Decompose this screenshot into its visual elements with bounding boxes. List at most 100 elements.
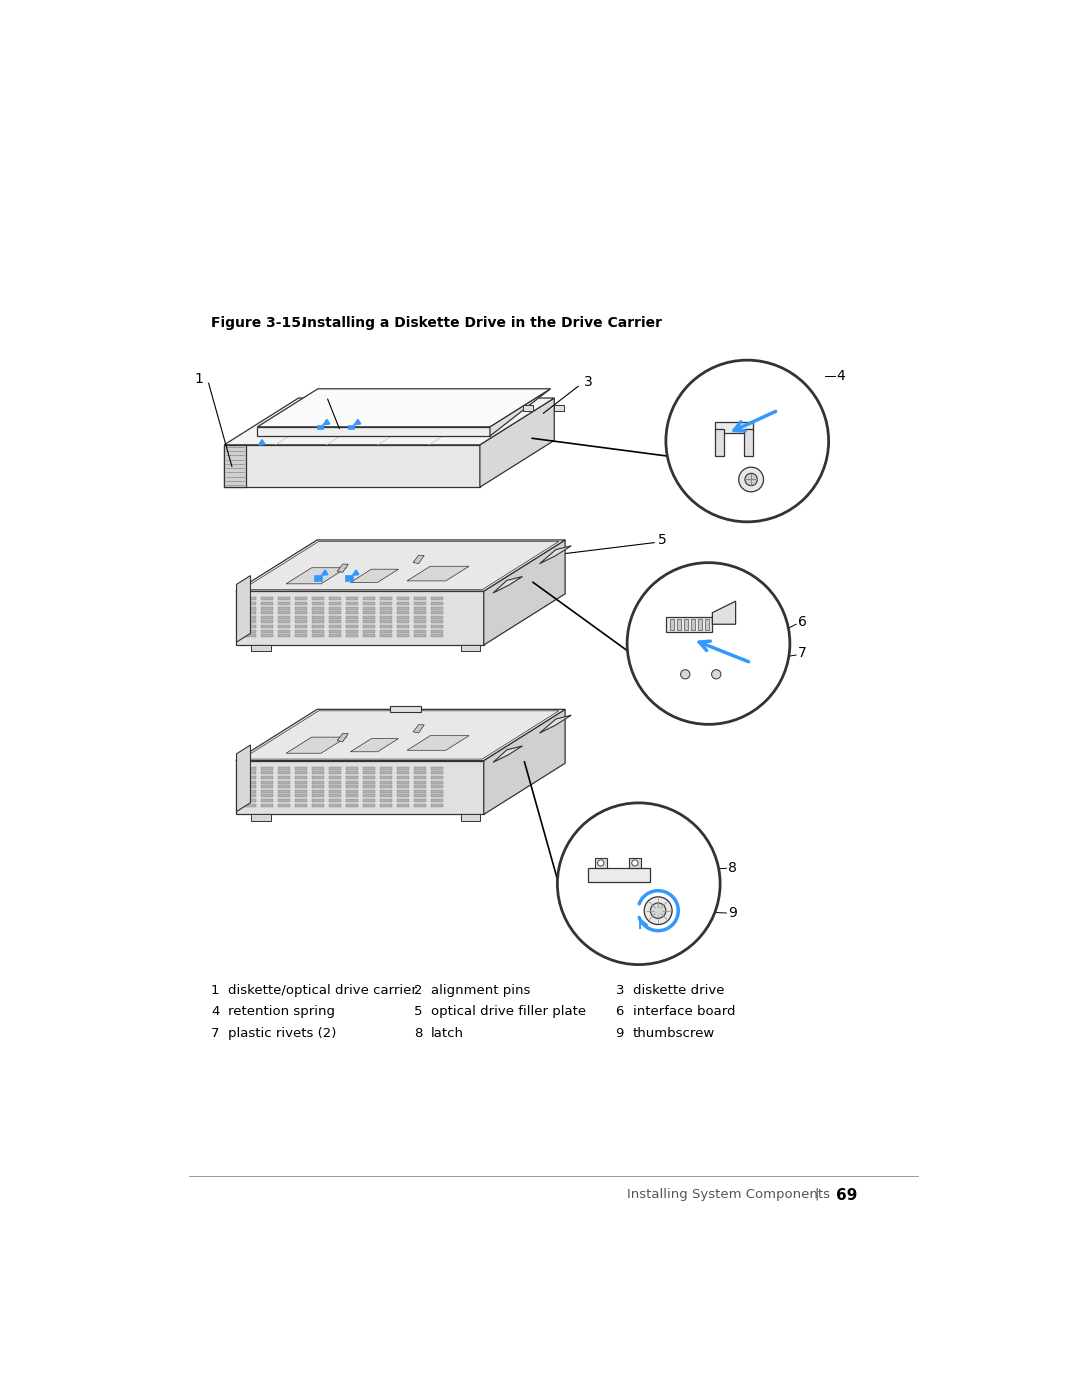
- Polygon shape: [312, 606, 324, 609]
- Polygon shape: [295, 781, 307, 784]
- Polygon shape: [243, 803, 256, 806]
- Polygon shape: [278, 803, 291, 806]
- Polygon shape: [414, 598, 427, 601]
- Polygon shape: [363, 624, 375, 629]
- Polygon shape: [312, 799, 324, 802]
- Polygon shape: [713, 601, 735, 624]
- Polygon shape: [363, 785, 375, 788]
- Polygon shape: [295, 789, 307, 793]
- Text: alignment pins: alignment pins: [431, 983, 530, 997]
- Text: 7: 7: [798, 645, 807, 659]
- Polygon shape: [397, 602, 409, 605]
- Polygon shape: [346, 610, 359, 615]
- Polygon shape: [260, 789, 273, 793]
- Polygon shape: [363, 620, 375, 623]
- Polygon shape: [278, 610, 291, 615]
- Polygon shape: [237, 576, 251, 643]
- Polygon shape: [295, 785, 307, 788]
- Text: 9: 9: [616, 1027, 624, 1039]
- Polygon shape: [431, 598, 444, 601]
- Polygon shape: [242, 711, 559, 759]
- Polygon shape: [414, 624, 427, 629]
- Polygon shape: [346, 771, 359, 774]
- Polygon shape: [346, 781, 359, 784]
- Polygon shape: [312, 634, 324, 637]
- Polygon shape: [243, 789, 256, 793]
- Text: thumbscrew: thumbscrew: [633, 1027, 715, 1039]
- Polygon shape: [243, 634, 256, 637]
- Polygon shape: [243, 598, 256, 601]
- Circle shape: [632, 861, 638, 866]
- Polygon shape: [328, 624, 341, 629]
- Text: retention spring: retention spring: [228, 1006, 335, 1018]
- Polygon shape: [431, 781, 444, 784]
- Text: 8: 8: [728, 862, 737, 876]
- Polygon shape: [278, 771, 291, 774]
- Polygon shape: [328, 781, 341, 784]
- Polygon shape: [235, 710, 565, 760]
- Polygon shape: [397, 630, 409, 633]
- Polygon shape: [346, 634, 359, 637]
- Polygon shape: [328, 771, 341, 774]
- Polygon shape: [397, 795, 409, 798]
- Polygon shape: [540, 715, 571, 733]
- Polygon shape: [278, 602, 291, 605]
- Polygon shape: [346, 789, 359, 793]
- Polygon shape: [431, 771, 444, 774]
- Polygon shape: [278, 767, 291, 770]
- Polygon shape: [346, 630, 359, 633]
- Polygon shape: [363, 610, 375, 615]
- Polygon shape: [260, 803, 273, 806]
- Polygon shape: [312, 616, 324, 619]
- Polygon shape: [363, 803, 375, 806]
- Polygon shape: [278, 781, 291, 784]
- Polygon shape: [380, 771, 392, 774]
- Polygon shape: [328, 785, 341, 788]
- Polygon shape: [252, 814, 271, 820]
- Polygon shape: [260, 634, 273, 637]
- Polygon shape: [278, 799, 291, 802]
- Polygon shape: [363, 616, 375, 619]
- Polygon shape: [380, 767, 392, 770]
- Polygon shape: [380, 630, 392, 633]
- Polygon shape: [380, 620, 392, 623]
- Polygon shape: [380, 803, 392, 806]
- Polygon shape: [397, 616, 409, 619]
- Polygon shape: [278, 616, 291, 619]
- Text: Installing System Components: Installing System Components: [627, 1187, 831, 1201]
- Polygon shape: [595, 858, 607, 869]
- Polygon shape: [243, 630, 256, 633]
- Polygon shape: [346, 767, 359, 770]
- Polygon shape: [316, 425, 323, 429]
- Polygon shape: [414, 789, 427, 793]
- Polygon shape: [363, 598, 375, 601]
- Polygon shape: [260, 799, 273, 802]
- Polygon shape: [414, 775, 427, 780]
- Polygon shape: [295, 602, 307, 605]
- Polygon shape: [431, 620, 444, 623]
- Polygon shape: [397, 606, 409, 609]
- Polygon shape: [363, 634, 375, 637]
- Polygon shape: [346, 799, 359, 802]
- Text: 6: 6: [798, 615, 807, 629]
- Polygon shape: [278, 606, 291, 609]
- Polygon shape: [312, 624, 324, 629]
- Polygon shape: [484, 710, 565, 814]
- Polygon shape: [312, 803, 324, 806]
- Polygon shape: [235, 591, 484, 645]
- Polygon shape: [414, 781, 427, 784]
- Polygon shape: [397, 767, 409, 770]
- Polygon shape: [363, 606, 375, 609]
- Polygon shape: [312, 771, 324, 774]
- Polygon shape: [413, 725, 424, 733]
- Polygon shape: [328, 606, 341, 609]
- Text: optical drive filler plate: optical drive filler plate: [431, 1006, 586, 1018]
- Polygon shape: [225, 444, 246, 488]
- Polygon shape: [260, 775, 273, 780]
- Polygon shape: [346, 795, 359, 798]
- Polygon shape: [260, 598, 273, 601]
- Polygon shape: [260, 620, 273, 623]
- Polygon shape: [312, 795, 324, 798]
- Polygon shape: [380, 785, 392, 788]
- Polygon shape: [348, 425, 354, 429]
